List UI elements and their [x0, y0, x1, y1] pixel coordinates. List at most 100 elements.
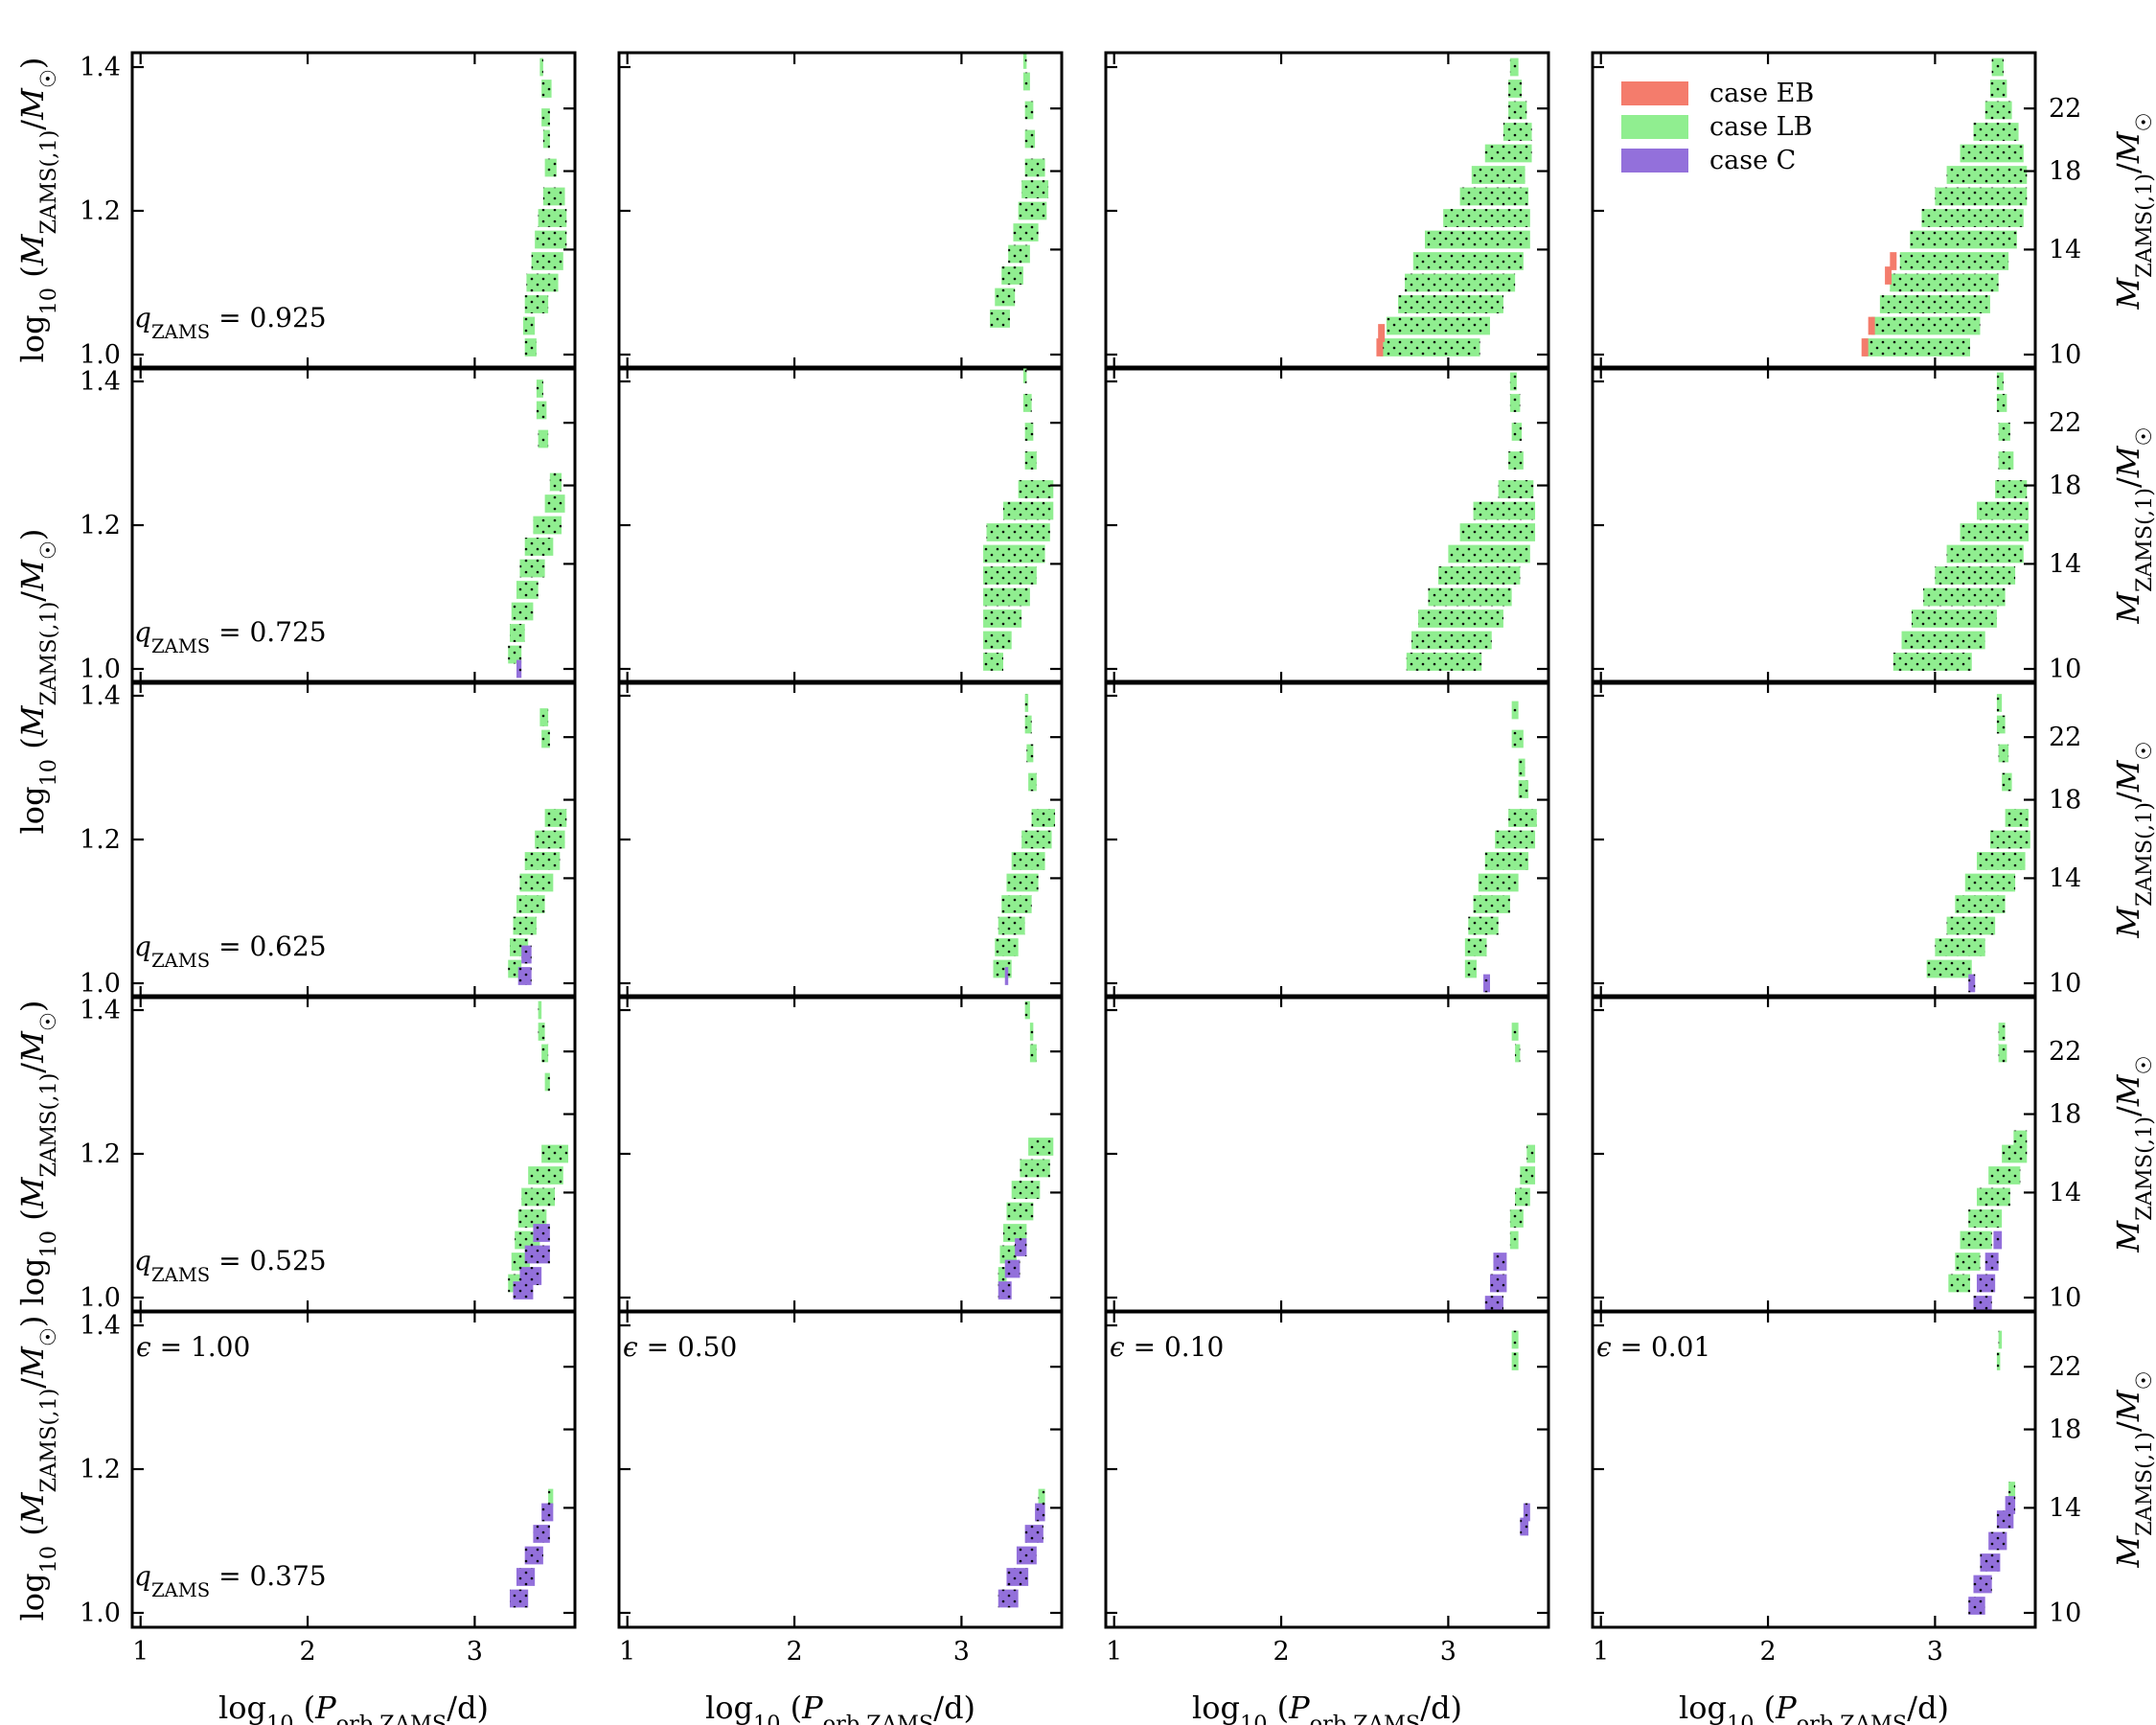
cell-dots	[983, 566, 1037, 585]
cell-dots	[1407, 653, 1481, 671]
cell-dots	[1448, 545, 1529, 564]
y-tick-label-right: 10	[2049, 1598, 2081, 1628]
cell-dots	[1025, 694, 1028, 712]
y-axis-title-left: log10 (MZAMS(,1)/M☉)	[14, 529, 61, 835]
cell-dots	[1515, 1188, 1530, 1207]
cell-dots	[1955, 895, 2005, 913]
y-axis-title-right: MZAMS(,1)/M☉	[2110, 1370, 2156, 1568]
cell-dots	[1479, 874, 1519, 892]
q-zams-label: qZAMS = 0.725	[134, 616, 327, 657]
cell-dots	[1999, 1023, 2006, 1041]
y-tick-label-right: 18	[2049, 1415, 2081, 1445]
y-tick-label-right: 22	[2049, 1037, 2081, 1067]
legend-label: case EB	[1709, 79, 1814, 108]
cell-dots	[1961, 145, 2024, 163]
cell-dots	[525, 538, 554, 556]
cell-dots	[1977, 1275, 1995, 1293]
y-tick-label: 1.4	[80, 996, 121, 1025]
x-tick-label: 2	[1273, 1637, 1289, 1667]
cell-dots	[1003, 502, 1053, 520]
cell-dots	[1025, 102, 1034, 120]
cell-dots	[1510, 373, 1517, 391]
cell-eb	[1378, 324, 1385, 342]
panel-cells	[1862, 58, 2028, 356]
cell-dots	[1902, 632, 1985, 650]
cell-dots	[1510, 1209, 1524, 1228]
cell-dots	[983, 653, 1003, 671]
cell-dots	[1997, 394, 2007, 412]
cell-dots	[1030, 1045, 1037, 1063]
y-tick-label-right: 18	[2049, 472, 2081, 501]
y-tick-label-right: 14	[2049, 235, 2081, 264]
legend-swatch	[1621, 115, 1688, 139]
cell-eb	[1869, 317, 1875, 335]
cell-dots	[1512, 423, 1522, 441]
cell-dots	[1508, 102, 1526, 120]
cell-dots	[1519, 780, 1528, 798]
cell-dots	[1019, 480, 1054, 498]
panel-r4-c0: 1 2 31.01.21.4qZAMS = 0.375ϵ = 1.00	[80, 1311, 575, 1667]
cell-dots	[545, 809, 567, 827]
cell-dots	[1948, 1275, 1970, 1293]
cell-dots	[1968, 1597, 1984, 1615]
cell-dots	[1977, 852, 2026, 870]
cell-dots	[539, 1001, 541, 1020]
panel-cells	[523, 58, 566, 356]
cell-dots	[1398, 295, 1503, 313]
cell-dots	[1893, 653, 1972, 671]
cell-dots	[1411, 632, 1492, 650]
cell-dots	[535, 231, 566, 249]
cell-dots	[1483, 975, 1490, 993]
cell-dots	[1025, 423, 1034, 441]
cell-dots	[1019, 202, 1047, 220]
y-axis-title-right: MZAMS(,1)/M☉	[2110, 741, 2156, 938]
cell-dots	[1999, 423, 2010, 441]
cell-dots	[1021, 180, 1048, 198]
x-axis-title: log10 (Porb,ZAMS/d)	[705, 1690, 975, 1725]
cell-dots	[516, 660, 521, 678]
cell-dots	[1510, 394, 1520, 412]
cell-dots	[1025, 451, 1037, 470]
cell-dots	[1947, 545, 2024, 564]
x-tick-label: 2	[299, 1637, 315, 1667]
epsilon-label: ϵ = 0.01	[1596, 1331, 1710, 1363]
cell-dots	[1030, 1023, 1033, 1041]
panel-r2-c1	[619, 681, 1062, 998]
cell-dots	[1512, 1331, 1519, 1349]
cell-dots	[533, 1525, 549, 1543]
cell-dots	[541, 1145, 568, 1163]
legend-label: case C	[1709, 146, 1796, 175]
panel-r4-c1: 1 2 3ϵ = 0.50	[619, 1311, 1062, 1667]
q-zams-label: qZAMS = 0.625	[134, 931, 327, 972]
cell-dots	[1977, 502, 2029, 520]
cell-dots	[525, 338, 537, 356]
cell-dots	[1025, 1525, 1044, 1543]
cell-dots	[535, 831, 564, 849]
cell-dots	[1405, 274, 1515, 292]
y-tick-label-right: 14	[2049, 863, 2081, 893]
cell-dots	[1465, 938, 1487, 956]
cell-dots	[1013, 223, 1038, 242]
cell-dots	[995, 288, 1015, 307]
cell-dots	[518, 967, 532, 985]
cell-dots	[533, 1224, 549, 1242]
cell-dots	[525, 1547, 543, 1565]
cell-dots	[1988, 1532, 2007, 1551]
panel-r3-c0: 1.01.21.4qZAMS = 0.525	[80, 996, 575, 1313]
cell-dots	[1465, 960, 1477, 978]
cell-eb	[1862, 338, 1869, 356]
y-tick-label-right: 22	[2049, 723, 2081, 752]
cell-dots	[1927, 960, 1972, 978]
cell-dots	[541, 80, 551, 98]
cell-dots	[1460, 188, 1528, 206]
cell-dots	[1472, 166, 1525, 184]
cell-dots	[1032, 809, 1055, 827]
cell-dots	[1977, 1188, 2010, 1207]
cell-dots	[1520, 1166, 1535, 1184]
cell-dots	[1921, 209, 2023, 227]
cell-dots	[1005, 1260, 1021, 1278]
cell-dots	[990, 310, 1010, 328]
cell-dots	[521, 946, 531, 964]
panel-frame	[1106, 996, 1548, 1312]
cell-dots	[983, 610, 1021, 628]
